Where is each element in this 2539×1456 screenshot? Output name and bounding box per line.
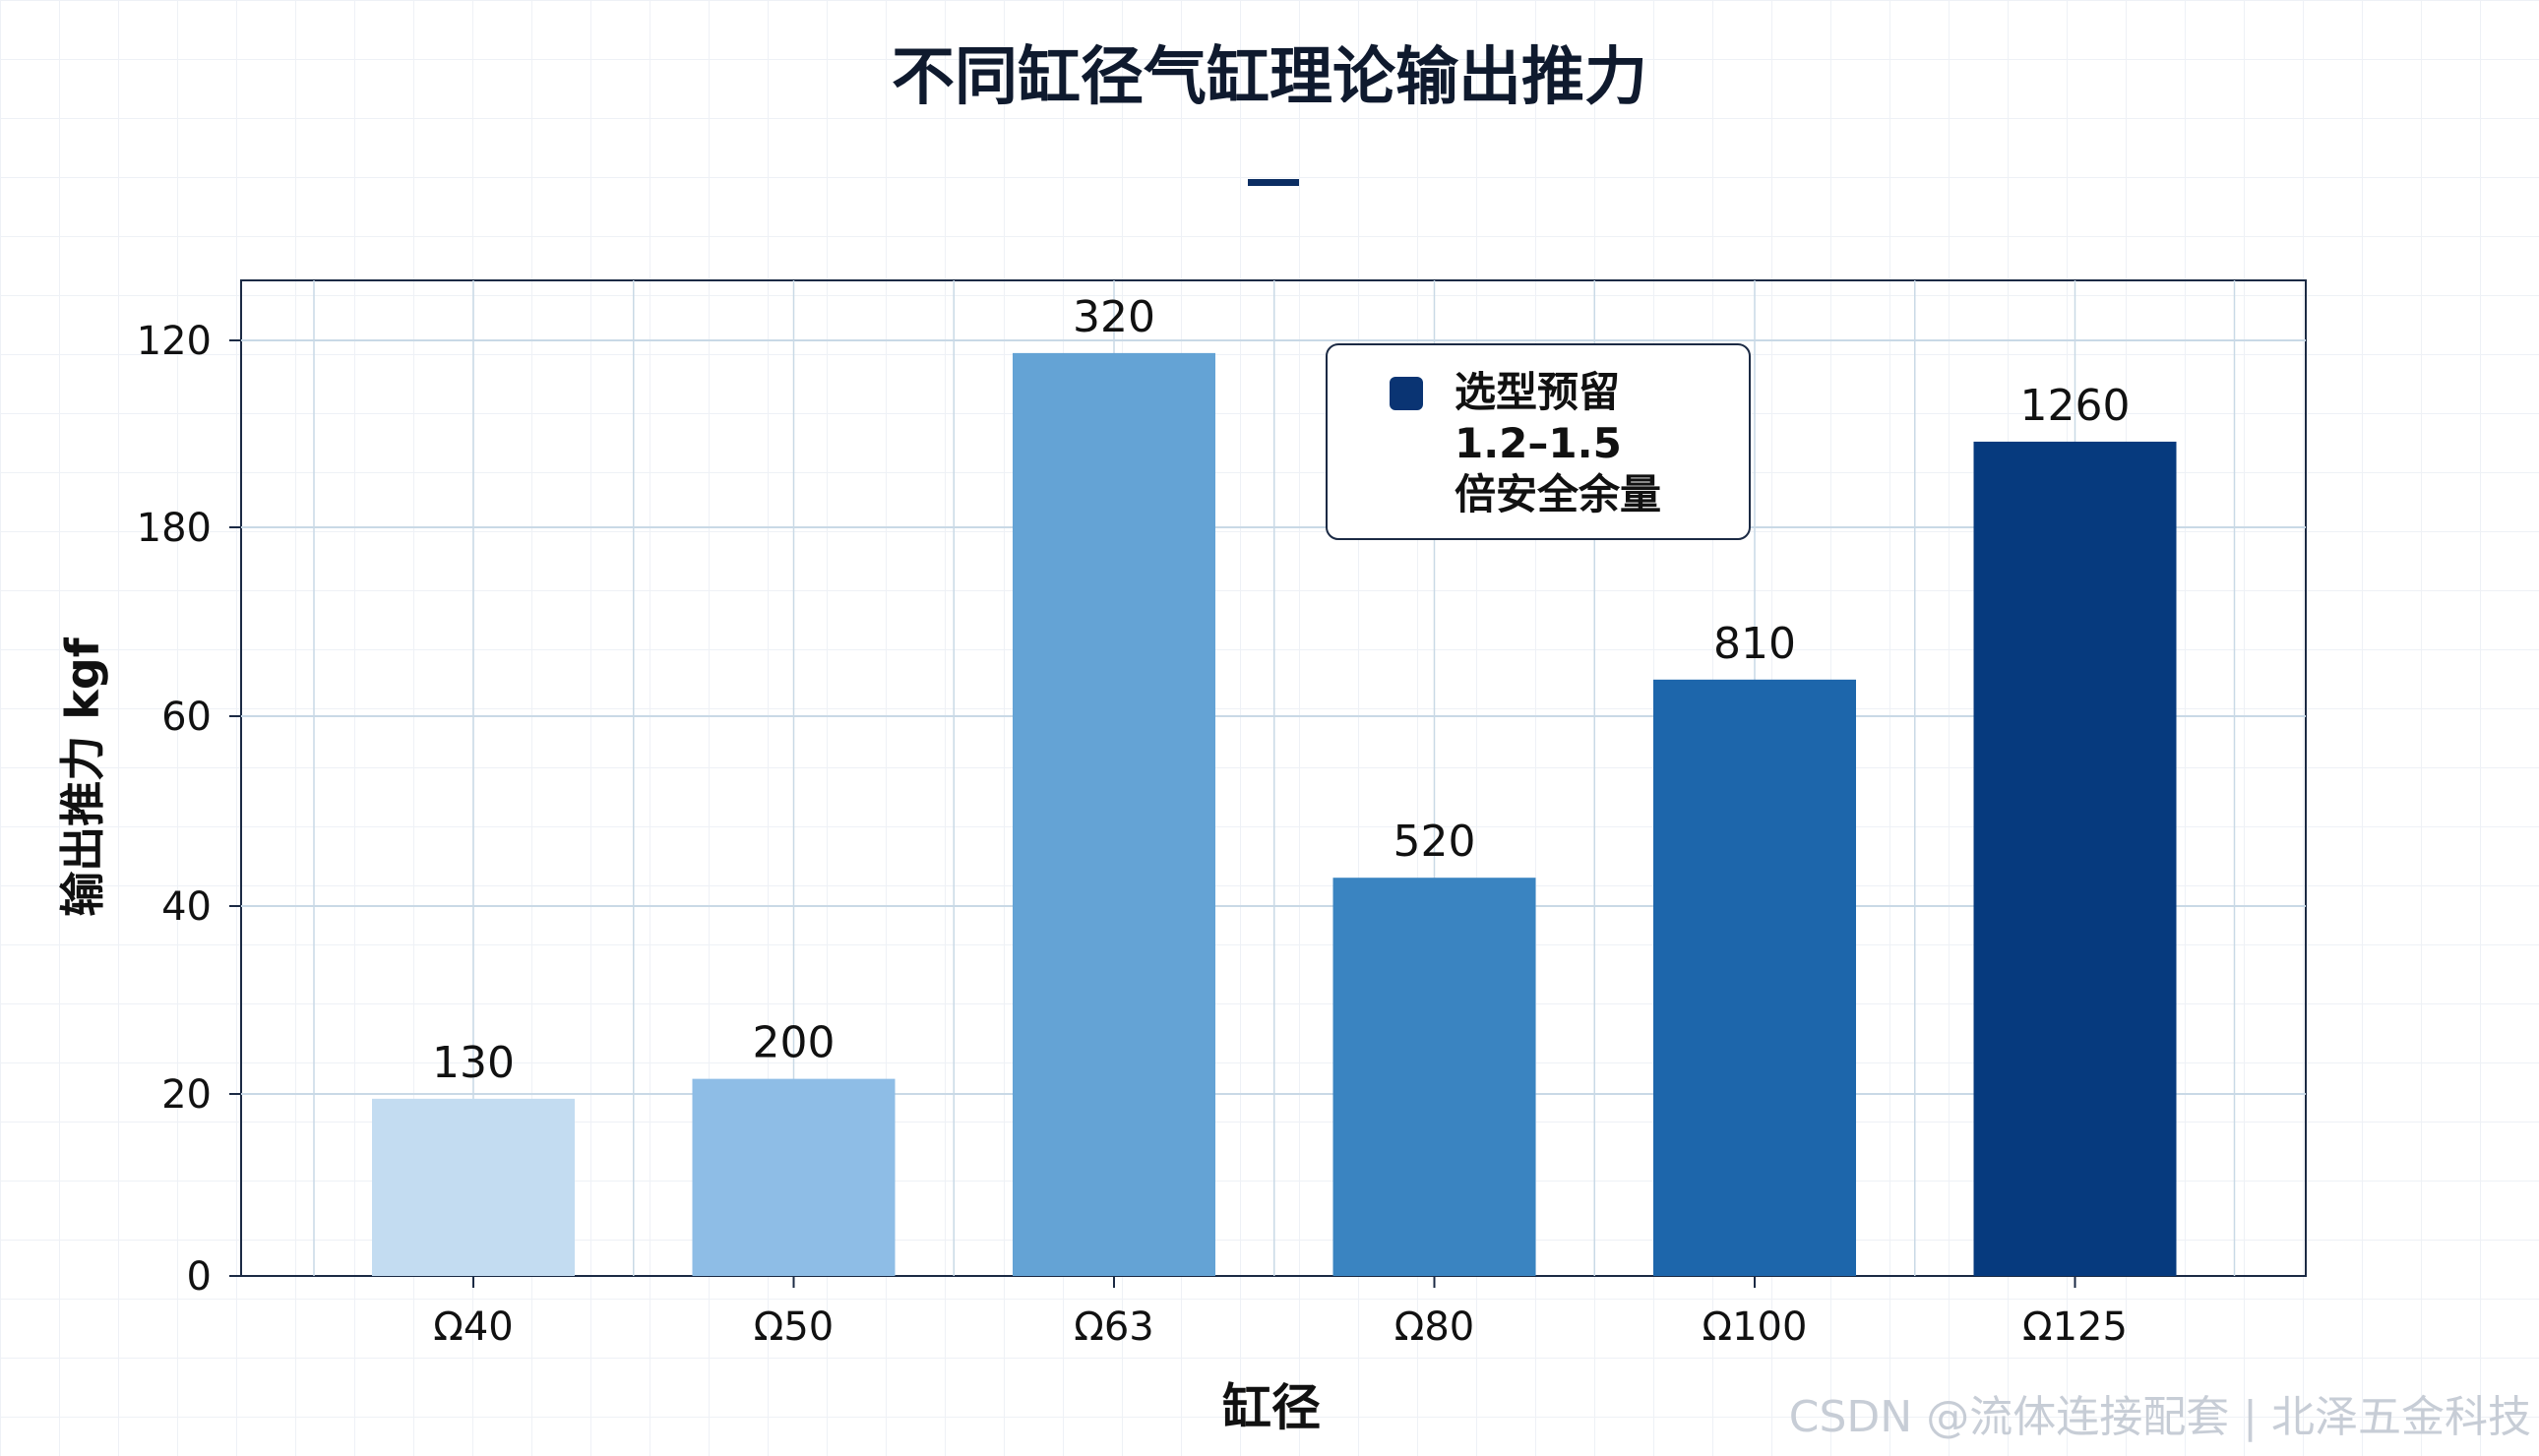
legend-line-3: 倍安全余量 bbox=[1455, 470, 1661, 518]
y-axis-title: 输出推力 kgf bbox=[56, 637, 109, 917]
bars bbox=[372, 352, 2177, 1277]
x-tick-label: Ω63 bbox=[1074, 1304, 1153, 1350]
watermark: CSDN @流体连接配套 | 北泽五金科技 bbox=[1789, 1392, 2531, 1442]
y-tick-label: 40 bbox=[161, 884, 212, 930]
bar bbox=[1332, 878, 1536, 1276]
y-tick-label: 20 bbox=[161, 1072, 212, 1118]
x-axis-ticks: Ω40 Ω50 Ω63 Ω80 Ω100 Ω125 bbox=[433, 1276, 2128, 1350]
legend: 选型预留 1.2–1.5 倍安全余量 bbox=[1326, 343, 1751, 540]
y-tick-label: 0 bbox=[187, 1254, 212, 1300]
y-tick-label: 180 bbox=[137, 506, 212, 551]
bar bbox=[1973, 441, 2177, 1277]
bar bbox=[1653, 679, 1856, 1276]
bar-value-label: 520 bbox=[1393, 817, 1476, 867]
bar-value-label: 810 bbox=[1713, 619, 1796, 669]
legend-box bbox=[1326, 343, 1751, 540]
y-tick-label: 60 bbox=[161, 695, 212, 740]
bar-value-label: 200 bbox=[753, 1018, 836, 1068]
bar-value-label: 1260 bbox=[2020, 381, 2131, 431]
legend-swatch bbox=[1390, 377, 1423, 410]
x-tick-label: Ω80 bbox=[1394, 1304, 1474, 1350]
x-tick-label: Ω50 bbox=[754, 1304, 834, 1350]
y-tick-label: 120 bbox=[137, 319, 212, 364]
legend-line-2: 1.2–1.5 bbox=[1455, 419, 1622, 467]
value-labels: 130 200 320 520 810 1260 bbox=[432, 292, 2130, 1088]
bar bbox=[692, 1078, 896, 1276]
chart-title: 不同缸径气缸理论输出推力 bbox=[892, 41, 1647, 114]
x-tick-label: Ω125 bbox=[2022, 1304, 2128, 1350]
x-tick-label: Ω100 bbox=[1703, 1304, 1808, 1350]
bar bbox=[372, 1098, 575, 1276]
x-axis-title: 缸径 bbox=[1222, 1379, 1321, 1436]
bar bbox=[1013, 352, 1215, 1277]
y-axis-ticks: 0 20 40 60 180 120 bbox=[137, 319, 241, 1300]
x-tick-label: Ω40 bbox=[433, 1304, 513, 1350]
bar-value-label: 130 bbox=[432, 1038, 515, 1088]
title-underline-dash bbox=[1248, 179, 1299, 186]
bar-value-label: 320 bbox=[1073, 292, 1155, 342]
legend-line-1: 选型预留 bbox=[1455, 368, 1620, 416]
